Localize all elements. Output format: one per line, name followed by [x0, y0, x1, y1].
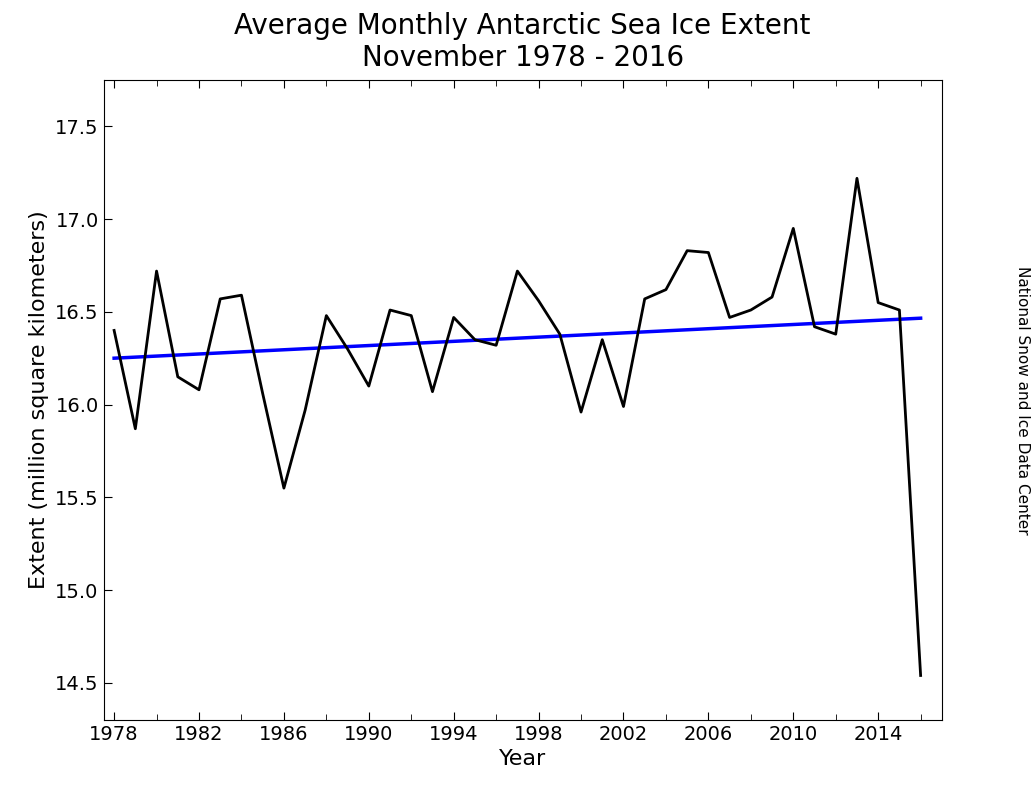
Y-axis label: Extent (million square kilometers): Extent (million square kilometers): [29, 210, 50, 590]
X-axis label: Year: Year: [499, 750, 546, 770]
Title: Average Monthly Antarctic Sea Ice Extent
November 1978 - 2016: Average Monthly Antarctic Sea Ice Extent…: [235, 12, 810, 72]
Text: National Snow and Ice Data Center: National Snow and Ice Data Center: [1015, 266, 1030, 534]
